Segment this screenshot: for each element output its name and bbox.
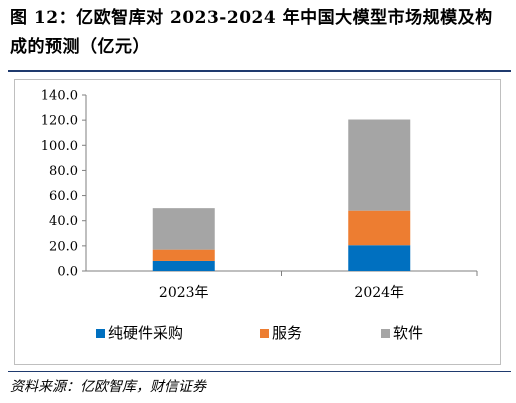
x-category-label: 2023年 (159, 285, 209, 301)
bar-segment (348, 119, 411, 211)
legend-swatch (260, 329, 269, 338)
y-tick-label: 0.0 (57, 265, 78, 280)
bar-segment (152, 249, 215, 261)
source-note: 资料来源：亿欧智库，财信证券 (10, 379, 206, 395)
bar-segment (152, 260, 215, 271)
legend-swatch (96, 329, 105, 338)
y-tick-label: 40.0 (49, 214, 78, 229)
bar-segment (348, 210, 411, 246)
y-tick-label: 80.0 (49, 164, 78, 179)
bars (152, 119, 411, 271)
x-category-label: 2024年 (354, 285, 404, 301)
y-tick-label: 60.0 (49, 189, 78, 204)
legend-swatch (381, 329, 390, 338)
chart-title: 图 12：亿欧智库对 2023-2024 年中国大模型市场规模及构成的预测（亿元… (10, 8, 493, 57)
y-axis: 0.0 20.0 40.0 60.0 80.0 100.0 120.0 140.0 (41, 89, 87, 280)
legend: 纯硬件采购 服务 软件 (96, 324, 423, 342)
chart-frame (14, 79, 501, 365)
y-tick-label: 120.0 (41, 114, 78, 129)
y-tick-label: 100.0 (41, 139, 78, 154)
bar-segment (152, 208, 215, 250)
top-rule (8, 70, 511, 72)
bar-segment (348, 245, 411, 271)
legend-label: 服务 (272, 324, 302, 342)
bottom-rule (8, 371, 511, 372)
x-axis: 2023年 2024年 (86, 270, 478, 301)
legend-label: 软件 (393, 324, 423, 342)
legend-label: 纯硬件采购 (108, 324, 183, 342)
y-tick-label: 20.0 (49, 239, 78, 254)
y-tick-label: 140.0 (41, 89, 78, 104)
